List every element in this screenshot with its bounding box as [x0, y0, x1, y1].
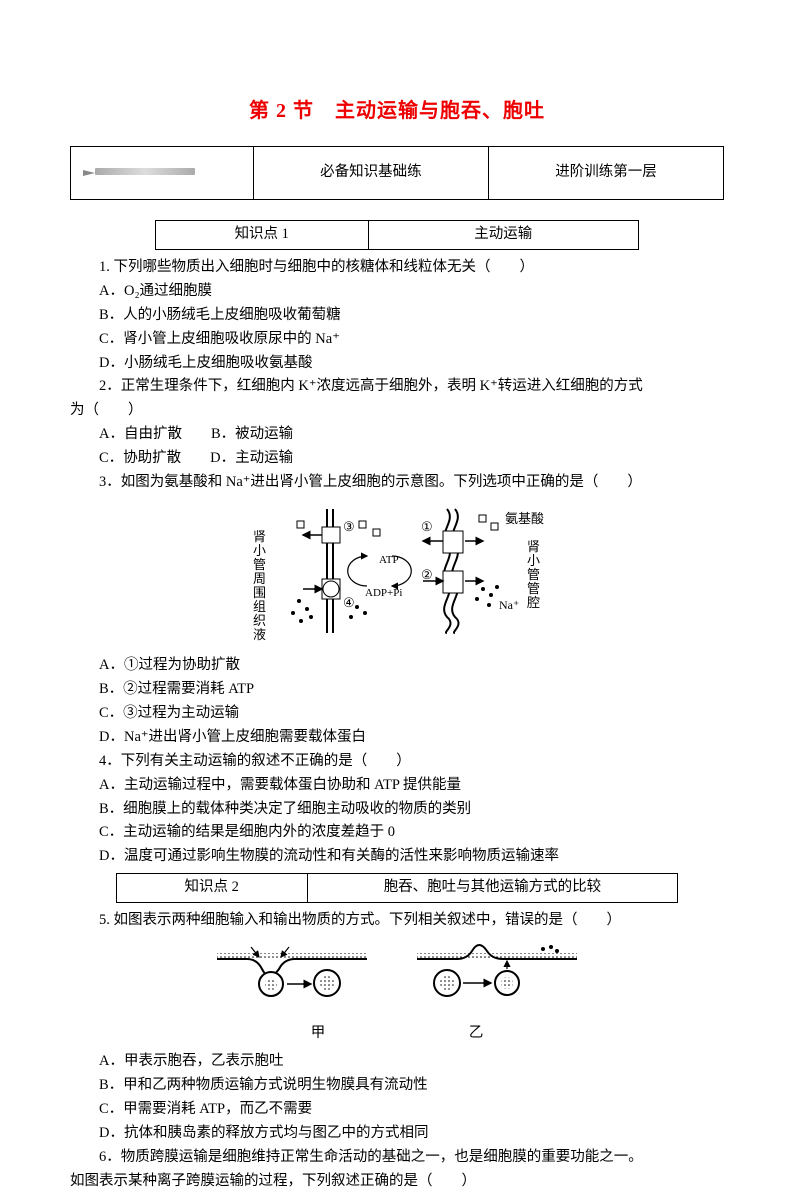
q5-diagram: [70, 939, 724, 1018]
pen-cell: [71, 147, 254, 200]
section2-label: 知识点 2: [116, 874, 307, 903]
left-label: 肾小管周围组织液: [253, 529, 266, 641]
q5-d: D．抗体和胰岛素的释放方式均与图乙中的方式相同: [70, 1122, 724, 1146]
q3-b: B．②过程需要消耗 ATP: [70, 678, 724, 702]
section-1-table: 知识点 1 主动运输: [155, 220, 639, 250]
q3-d: D．Na⁺进出肾小管上皮细胞需要载体蛋白: [70, 726, 724, 750]
section1-name: 主动运输: [368, 220, 638, 249]
cap-jia: 甲: [311, 1022, 326, 1046]
jia-group: [217, 947, 367, 996]
section-2-table: 知识点 2 胞吞、胞吐与其他运输方式的比较: [116, 873, 678, 903]
q5-b: B．甲和乙两种物质运输方式说明生物膜具有流动性: [70, 1074, 724, 1098]
q5-c: C．甲需要消耗 ATP，而乙不需要: [70, 1098, 724, 1122]
svg-text:②: ②: [421, 567, 433, 582]
q1-stem: 1. 下列哪些物质出入细胞时与细胞中的核糖体和线粒体无关（ ）: [70, 256, 724, 280]
q4-b: B．细胞膜上的载体种类决定了细胞主动吸收的物质的类别: [70, 798, 724, 822]
q3-c: C．③过程为主动运输: [70, 702, 724, 726]
q5-a: A．甲表示胞吞，乙表示胞吐: [70, 1050, 724, 1074]
q6-stem-1: 6．物质跨膜运输是细胞维持正常生命活动的基础之一，也是细胞膜的重要功能之一。: [70, 1146, 724, 1170]
table-row: 知识点 1 主动运输: [156, 220, 639, 249]
q3-stem: 3．如图为氨基酸和 Na⁺进出肾小管上皮细胞的示意图。下列选项中正确的是（ ）: [70, 471, 724, 495]
section1-label: 知识点 1: [156, 220, 368, 249]
na-label: Na⁺: [499, 598, 519, 612]
q4-a: A．主动运输过程中，需要载体蛋白协助和 ATP 提供能量: [70, 774, 724, 798]
svg-text:①: ①: [421, 519, 433, 534]
q5-caption: 甲 乙: [70, 1022, 724, 1046]
q2-ab: A．自由扩散 B．被动运输: [70, 423, 724, 447]
q1-b: B．人的小肠绒毛上皮细胞吸收葡萄糖: [70, 304, 724, 328]
adp-label: ADP+Pi: [365, 587, 402, 599]
section-1-row: 知识点 1 主动运输: [155, 220, 639, 250]
q1-c: C．肾小管上皮细胞吸收原尿中的 Na⁺: [70, 328, 724, 352]
yi-group: [417, 945, 577, 996]
endo-exo-diagram: [207, 939, 587, 1009]
table-row: 必备知识基础练 进阶训练第一层: [71, 147, 724, 200]
aa-label: 氨基酸: [505, 511, 544, 526]
q6-stem-2: 如图表示某种离子跨膜运输的过程，下列叙述正确的是（ ）: [70, 1170, 724, 1194]
svg-text:③: ③: [343, 519, 355, 534]
header-table: 必备知识基础练 进阶训练第一层: [70, 146, 724, 200]
cap-yi: 乙: [469, 1022, 484, 1046]
right-label: 肾小管管腔: [527, 539, 540, 610]
q4-stem: 4．下列有关主动运输的叙述不正确的是（ ）: [70, 750, 724, 774]
header-col2: 必备知识基础练: [253, 147, 488, 200]
atp-label: ATP: [379, 554, 399, 566]
kidney-tubule-diagram: ATP ADP+Pi ① ② ③ ④ 肾小管周围组织液 氨基酸 肾小管管腔 Na…: [247, 501, 547, 641]
svg-text:④: ④: [343, 595, 355, 610]
q5-stem: 5. 如图表示两种细胞输入和输出物质的方式。下列相关叙述中，错误的是（ ）: [70, 909, 724, 933]
table-row: 知识点 2 胞吞、胞吐与其他运输方式的比较: [116, 874, 677, 903]
q1-d: D．小肠绒毛上皮细胞吸收氨基酸: [70, 352, 724, 376]
q2-stem-2: 为（ ）: [70, 399, 724, 423]
q3-a: A．①过程为协助扩散: [70, 654, 724, 678]
q4-d: D．温度可通过影响生物膜的流动性和有关酶的活性来影响物质运输速率: [70, 845, 724, 869]
q1-a: A．O₂通过细胞膜: [70, 280, 724, 304]
section2-name: 胞吞、胞吐与其他运输方式的比较: [307, 874, 678, 903]
q3-diagram: ATP ADP+Pi ① ② ③ ④ 肾小管周围组织液 氨基酸 肾小管管腔 Na…: [70, 501, 724, 650]
pen-icon: [83, 168, 203, 176]
section-2-row: 知识点 2 胞吞、胞吐与其他运输方式的比较: [116, 873, 678, 903]
q2-cd: C．协助扩散 D．主动运输: [70, 447, 724, 471]
q4-c: C．主动运输的结果是细胞内外的浓度差趋于 0: [70, 821, 724, 845]
header-col3: 进阶训练第一层: [488, 147, 723, 200]
q2-stem-1: 2．正常生理条件下，红细胞内 K⁺浓度远高于细胞外，表明 K⁺转运进入红细胞的方…: [70, 375, 724, 399]
page-title: 第 2 节 主动运输与胞吞、胞吐: [70, 95, 724, 128]
